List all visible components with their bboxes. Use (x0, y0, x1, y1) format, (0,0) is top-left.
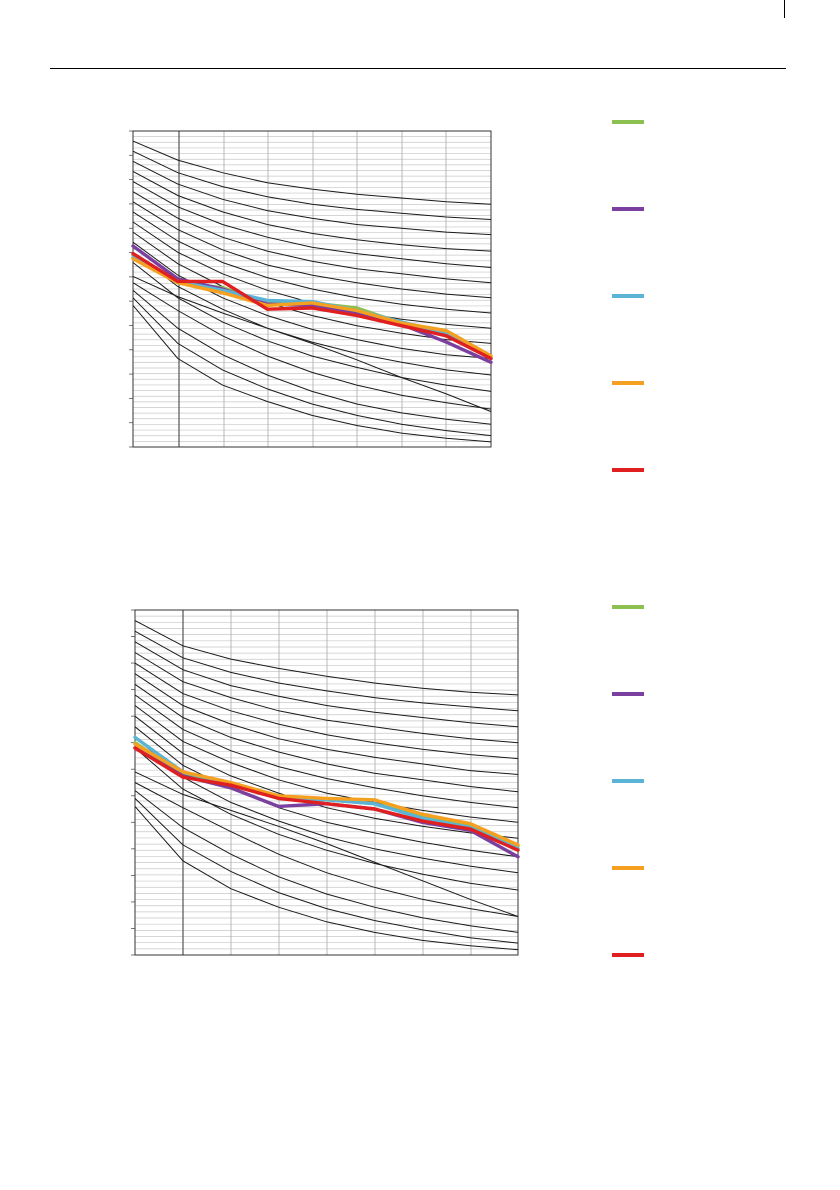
reference-curve (132, 305, 492, 443)
series-line-4 (131, 257, 493, 358)
legend-swatch-4 (612, 866, 644, 870)
reference-curve (134, 673, 519, 775)
reference-curve (132, 160, 492, 236)
reference-curve (134, 694, 519, 809)
crop-mark (784, 0, 785, 18)
plot-frame (132, 130, 492, 448)
reference-curve (132, 289, 492, 425)
reference-curve (132, 211, 492, 314)
header-rule (50, 68, 786, 69)
reference-curve (132, 181, 492, 268)
reference-curve (134, 806, 519, 951)
reference-curve (134, 705, 519, 823)
reference-curve (134, 790, 519, 933)
reference-curve (132, 262, 492, 392)
reference-curve (132, 150, 492, 220)
legend-swatch-3 (612, 294, 644, 298)
legend-swatch-5 (612, 468, 644, 472)
legend-swatch-5 (612, 953, 644, 957)
reference-curve (132, 282, 492, 410)
reference-curve (134, 798, 519, 944)
series-line-5 (133, 746, 520, 852)
series-line-5 (131, 251, 493, 361)
reference-curve (132, 170, 492, 252)
reference-curve (134, 683, 519, 793)
reference-curve (132, 140, 492, 205)
reference-curve (134, 630, 519, 712)
legend-swatch-1 (612, 120, 644, 124)
legend-swatch-1 (612, 605, 644, 609)
reference-curve (134, 747, 519, 891)
legend-swatch-2 (612, 207, 644, 211)
reference-curve (134, 662, 519, 760)
reference-curve (134, 782, 519, 917)
reference-curve (134, 641, 519, 728)
reference-curve (132, 251, 492, 376)
legend-swatch-2 (612, 692, 644, 696)
reference-curve (134, 737, 519, 874)
reference-curve (132, 201, 492, 299)
reference-curve (132, 191, 492, 284)
series-line-4 (133, 742, 520, 847)
reference-curve (132, 275, 492, 413)
legend-swatch-4 (612, 381, 644, 385)
reference-curve (132, 297, 492, 437)
legend-swatch-3 (612, 779, 644, 783)
reference-curve (134, 771, 519, 917)
reference-curve (134, 620, 519, 696)
reference-curve (134, 652, 519, 744)
reference-curve (134, 726, 519, 858)
reference-curve (134, 715, 519, 839)
